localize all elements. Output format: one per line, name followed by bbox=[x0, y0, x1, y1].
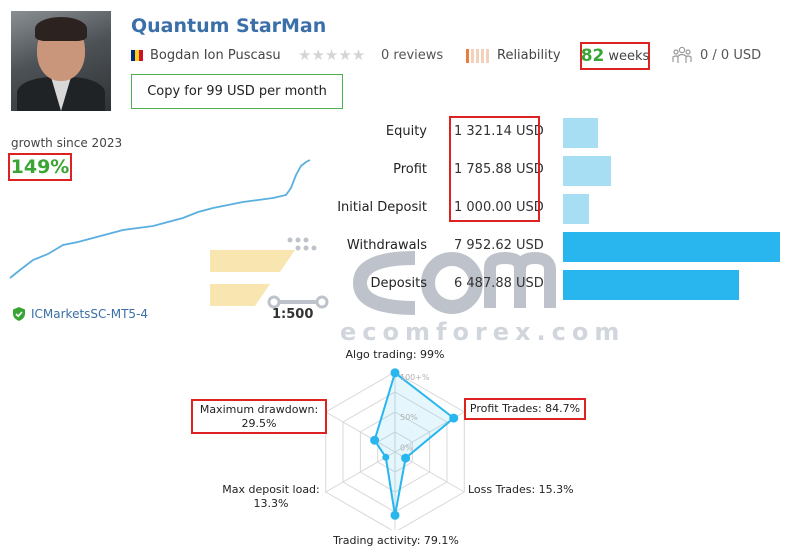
radar-label-activity: Trading activity: 79.1% bbox=[333, 534, 459, 547]
radar-tick-label: 100+% bbox=[400, 373, 430, 382]
stat-value: 1 785.88 USD bbox=[454, 162, 544, 177]
growth-value: 149% bbox=[10, 156, 70, 178]
radar-point bbox=[449, 413, 459, 423]
radar-label-algo: Algo trading: 99% bbox=[345, 348, 445, 361]
broker-server[interactable]: ICMarketsSC-MT5-4 bbox=[31, 307, 149, 321]
radar-point bbox=[370, 435, 380, 445]
radar-label-loss-trades: Loss Trades: 15.3% bbox=[468, 483, 574, 496]
stat-bar bbox=[563, 194, 589, 224]
avatar bbox=[11, 11, 111, 111]
romania-flag-icon bbox=[131, 50, 143, 61]
broker-info[interactable]: ICMarketsSC-MT5-4 bbox=[12, 307, 148, 321]
radar-label-profit-trades: Profit Trades: 84.7% bbox=[464, 398, 586, 420]
growth-chart bbox=[9, 159, 311, 279]
radar-point bbox=[382, 453, 390, 461]
subscribers-funds: 0 / 0 USD bbox=[700, 48, 762, 63]
weeks-highlight: 82 weeks bbox=[580, 42, 650, 70]
verified-shield-icon bbox=[13, 307, 25, 321]
radar-chart: 100+% 50% 0% bbox=[325, 368, 465, 530]
reliability-bars-icon bbox=[466, 49, 489, 63]
growth-highlight: 149% bbox=[8, 153, 72, 181]
reliability-label: Reliability bbox=[497, 48, 561, 63]
watermark-logo bbox=[210, 237, 556, 315]
drawdown-title: Maximum drawdown: bbox=[199, 403, 319, 416]
weeks-value: 82 bbox=[580, 46, 605, 66]
stat-value: 1 321.14 USD bbox=[454, 124, 544, 139]
radar-tick-label: 0% bbox=[400, 443, 413, 452]
stat-label: Profit bbox=[393, 162, 427, 177]
stat-label: Equity bbox=[385, 124, 427, 139]
deposit-load-value: 13.3% bbox=[253, 497, 289, 510]
stat-bar bbox=[563, 156, 611, 186]
signal-title[interactable]: Quantum StarMan bbox=[131, 15, 327, 37]
rating-stars-icon: ★★★★★ bbox=[298, 46, 366, 64]
stat-bar bbox=[563, 118, 598, 148]
stat-bar bbox=[563, 232, 780, 262]
stat-label: Deposits bbox=[370, 276, 427, 291]
subscribers-icon bbox=[672, 46, 692, 63]
leverage-value: 1:500 bbox=[272, 307, 314, 322]
radar-point bbox=[390, 510, 400, 520]
stat-label: Withdrawals bbox=[346, 238, 427, 253]
copy-subscribe-button[interactable]: Copy for 99 USD per month bbox=[131, 74, 343, 109]
growth-label: growth since 2023 bbox=[11, 136, 123, 150]
author-link[interactable]: Bogdan Ion Puscasu bbox=[150, 48, 281, 63]
radar-label-drawdown: Maximum drawdown: 29.5% bbox=[191, 399, 327, 434]
radar-point bbox=[401, 453, 411, 463]
radar-tick-label: 50% bbox=[400, 413, 418, 422]
stat-value: 1 000.00 USD bbox=[454, 200, 544, 215]
stat-label: Initial Deposit bbox=[337, 200, 427, 215]
drawdown-value: 29.5% bbox=[241, 417, 277, 430]
reviews-link[interactable]: 0 reviews bbox=[381, 48, 444, 63]
deposit-load-title: Max deposit load: bbox=[222, 483, 320, 496]
watermark-text: ecomforex.com bbox=[340, 318, 626, 346]
radar-point bbox=[390, 368, 400, 378]
weeks-label: weeks bbox=[608, 48, 650, 64]
stat-value: 7 952.62 USD bbox=[454, 238, 544, 253]
radar-series bbox=[373, 371, 456, 516]
stat-value: 6 487.88 USD bbox=[454, 276, 544, 291]
radar-label-deposit-load: Max deposit load: 13.3% bbox=[214, 483, 328, 511]
stat-bar bbox=[563, 270, 739, 300]
values-highlight bbox=[449, 116, 540, 222]
